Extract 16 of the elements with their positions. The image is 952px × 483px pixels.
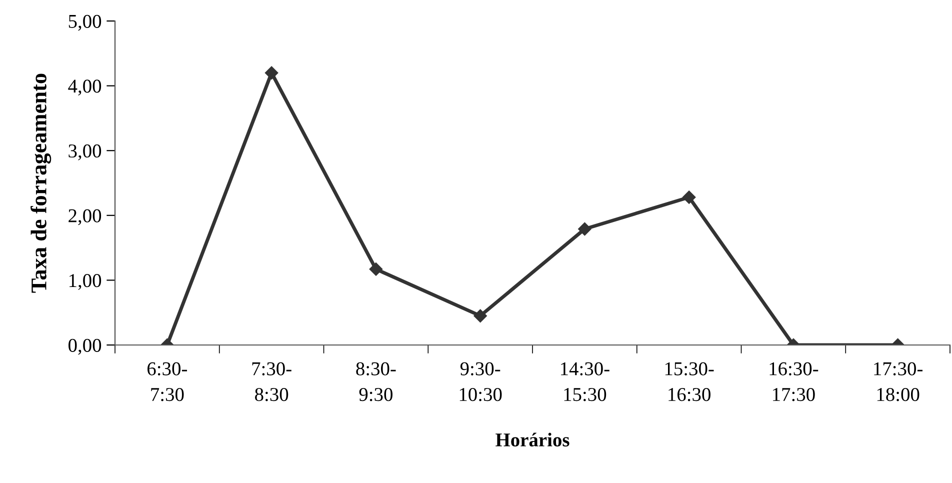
y-tick-label: 5,00 bbox=[68, 14, 102, 31]
y-tick-label: 1,00 bbox=[69, 274, 102, 290]
x-tick-label: 17:30- 18:00 bbox=[874, 362, 922, 402]
x-tick-label: 15:30- 16:30 bbox=[665, 362, 714, 402]
x-tick-label: 6:30- 7:30 bbox=[148, 362, 188, 402]
y-tick-label: 3,00 bbox=[68, 144, 102, 160]
x-tick-label: 8:30- 9:30 bbox=[356, 362, 396, 402]
y-tick-label: 0,00 bbox=[68, 338, 102, 355]
x-tick-label: 14:30- 15:30 bbox=[561, 362, 610, 402]
y-tick-label: 2,00 bbox=[68, 209, 102, 226]
y-tick-label: 4,00 bbox=[68, 80, 102, 96]
x-axis-title: Horários bbox=[496, 432, 570, 446]
x-tick-label: 7:30- 8:30 bbox=[252, 362, 292, 402]
y-axis-title: Taxa de forrageamento bbox=[30, 74, 52, 293]
x-tick-label: 16:30- 17:30 bbox=[770, 362, 818, 402]
x-tick-label: 9:30- 10:30 bbox=[460, 362, 502, 402]
